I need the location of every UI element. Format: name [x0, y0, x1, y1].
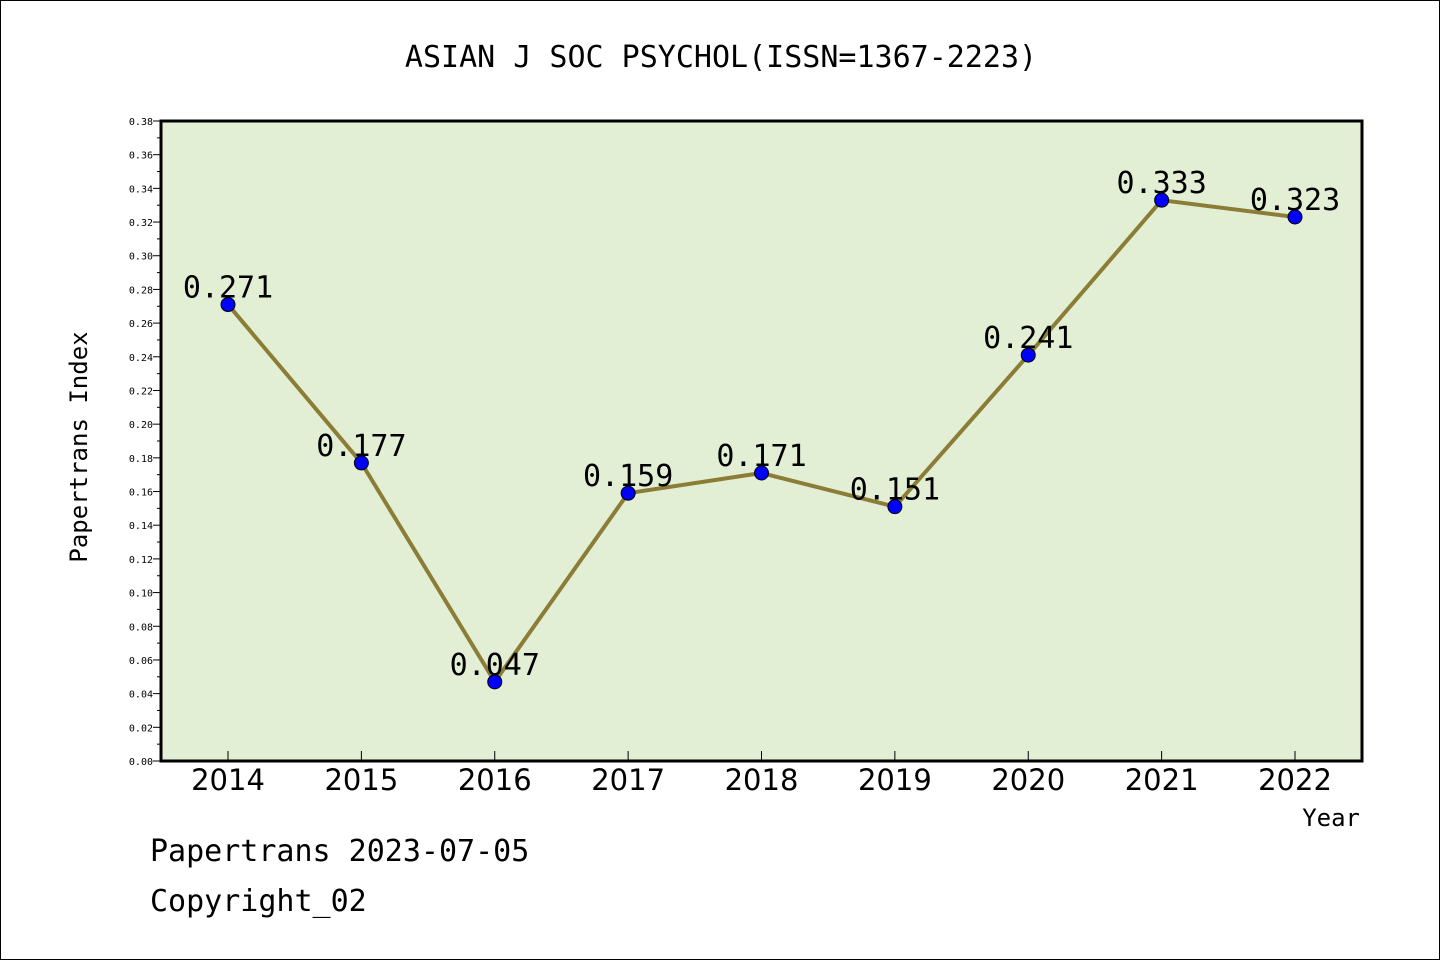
- data-point: [887, 499, 903, 515]
- data-label: 0.151: [850, 473, 940, 508]
- data-points-group: [220, 192, 1303, 690]
- y-tick-label: 0.38: [129, 117, 153, 128]
- x-tick-label: 2019: [858, 763, 932, 797]
- data-point: [353, 455, 369, 471]
- x-tick-label: 2014: [191, 763, 265, 797]
- data-label: 0.047: [450, 648, 540, 683]
- x-tick-label: 2020: [991, 763, 1065, 797]
- y-tick-label: 0.02: [129, 723, 153, 734]
- x-tick-label: 2021: [1125, 763, 1199, 797]
- data-point: [1154, 192, 1170, 208]
- chart-title: ASIAN J SOC PSYCHOL(ISSN=1367-2223): [405, 40, 1037, 75]
- plot-area: [159, 119, 1364, 763]
- data-point: [1287, 209, 1303, 225]
- y-tick-label: 0.18: [129, 454, 153, 465]
- y-tick-label: 0.26: [129, 319, 153, 330]
- y-tick-label: 0.16: [129, 488, 153, 499]
- data-point: [1020, 347, 1036, 363]
- y-tick-label: 0.10: [129, 589, 153, 600]
- x-axis-label: Year: [1302, 804, 1360, 832]
- data-label: 0.177: [316, 429, 406, 464]
- x-tick-label: 2017: [591, 763, 665, 797]
- data-point: [754, 465, 769, 481]
- x-tick-label: 2016: [458, 763, 532, 797]
- x-tick-label: 2022: [1258, 763, 1332, 797]
- data-label: 0.241: [983, 321, 1073, 356]
- y-tick-label: 0.32: [129, 218, 153, 229]
- data-label: 0.333: [1116, 166, 1206, 201]
- y-tick-label: 0.08: [129, 622, 153, 633]
- data-point: [487, 674, 503, 690]
- data-label: 0.159: [583, 459, 673, 494]
- data-label: 0.271: [183, 271, 273, 306]
- y-tick-label: 0.04: [129, 690, 153, 701]
- y-tick-label: 0.12: [129, 555, 153, 566]
- data-point: [220, 297, 236, 313]
- data-label: 0.171: [716, 439, 806, 474]
- y-tick-label: 0.14: [129, 521, 153, 532]
- footer-date: Papertrans 2023-07-05: [150, 834, 530, 869]
- y-tick-label: 0.30: [129, 252, 153, 263]
- y-axis-label: Papertrans Index: [65, 331, 93, 562]
- x-axis: 2014 2015 2016 2017 2018 2019 2020 2021 2022: [191, 751, 1332, 797]
- data-point: [620, 485, 636, 501]
- y-tick-label: 0.00: [129, 757, 153, 768]
- data-labels-group: 0.271 0.177 0.047 0.159 0.171 0.151 0.241 0.333…: [183, 166, 1340, 683]
- y-tick-label: 0.06: [129, 656, 153, 667]
- y-tick-label: 0.36: [129, 151, 153, 162]
- footer-copyright: Copyright_02: [150, 884, 367, 919]
- x-tick-label: 2018: [725, 763, 799, 797]
- x-tick-label: 2015: [324, 763, 398, 797]
- y-tick-label: 0.24: [129, 353, 153, 364]
- data-label: 0.323: [1250, 183, 1340, 218]
- y-tick-label: 0.34: [129, 184, 153, 195]
- y-axis: 0.00 0.02 0.04 0.06 0.08 0.10 0.12 0.14 0.16 0.18…: [129, 117, 161, 768]
- y-tick-label: 0.20: [129, 420, 153, 431]
- y-tick-label: 0.28: [129, 285, 153, 296]
- y-tick-label: 0.22: [129, 386, 153, 397]
